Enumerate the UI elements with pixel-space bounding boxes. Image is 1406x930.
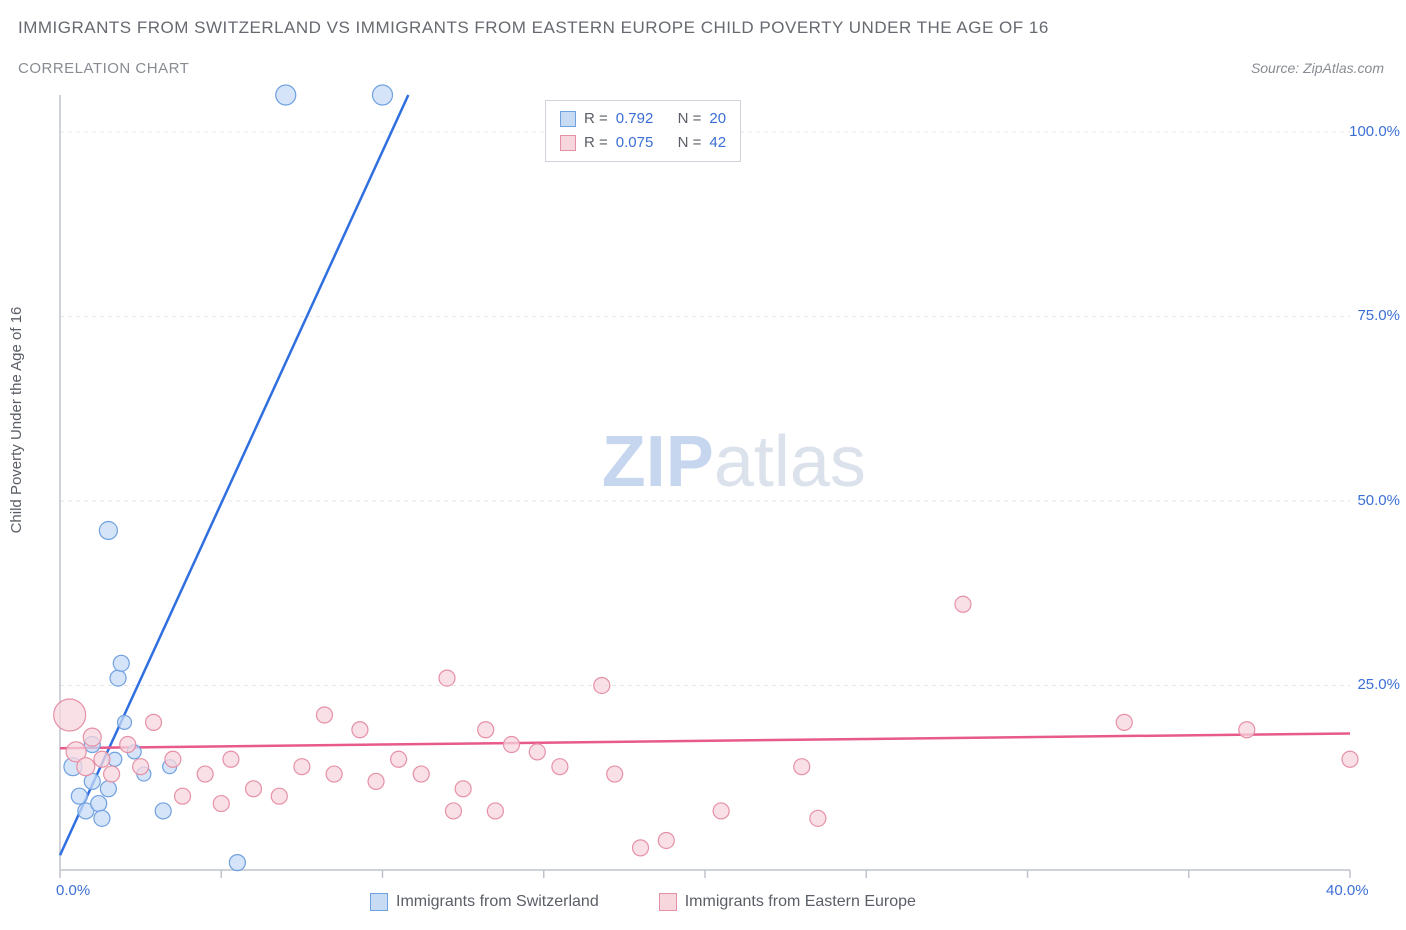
legend-n-value: 20 xyxy=(709,107,726,131)
y-tick-label: 25.0% xyxy=(1357,676,1400,693)
y-tick-label: 50.0% xyxy=(1357,492,1400,509)
legend-series-name: Immigrants from Switzerland xyxy=(396,893,599,911)
x-tick-label: 40.0% xyxy=(1326,882,1369,899)
legend-swatch xyxy=(560,135,576,151)
legend-r-value: 0.075 xyxy=(616,131,654,155)
legend-item: Immigrants from Switzerland xyxy=(370,893,599,911)
legend-row: R = 0.075 N = 42 xyxy=(560,131,726,155)
y-tick-label: 100.0% xyxy=(1349,123,1400,140)
legend-n-label: N = xyxy=(678,131,702,155)
correlation-legend: R = 0.792 N = 20 R = 0.075 N = 42 xyxy=(545,100,741,162)
series-legend: Immigrants from Switzerland Immigrants f… xyxy=(370,893,916,911)
legend-item: Immigrants from Eastern Europe xyxy=(659,893,916,911)
legend-series-name: Immigrants from Eastern Europe xyxy=(685,893,916,911)
legend-n-label: N = xyxy=(678,107,702,131)
legend-n-value: 42 xyxy=(709,131,726,155)
legend-swatch xyxy=(659,893,677,911)
y-tick-label: 75.0% xyxy=(1357,307,1400,324)
legend-r-label: R = xyxy=(584,107,608,131)
x-tick-label: 0.0% xyxy=(56,882,90,899)
legend-row: R = 0.792 N = 20 xyxy=(560,107,726,131)
legend-r-label: R = xyxy=(584,131,608,155)
legend-r-value: 0.792 xyxy=(616,107,654,131)
legend-swatch xyxy=(560,111,576,127)
legend-swatch xyxy=(370,893,388,911)
